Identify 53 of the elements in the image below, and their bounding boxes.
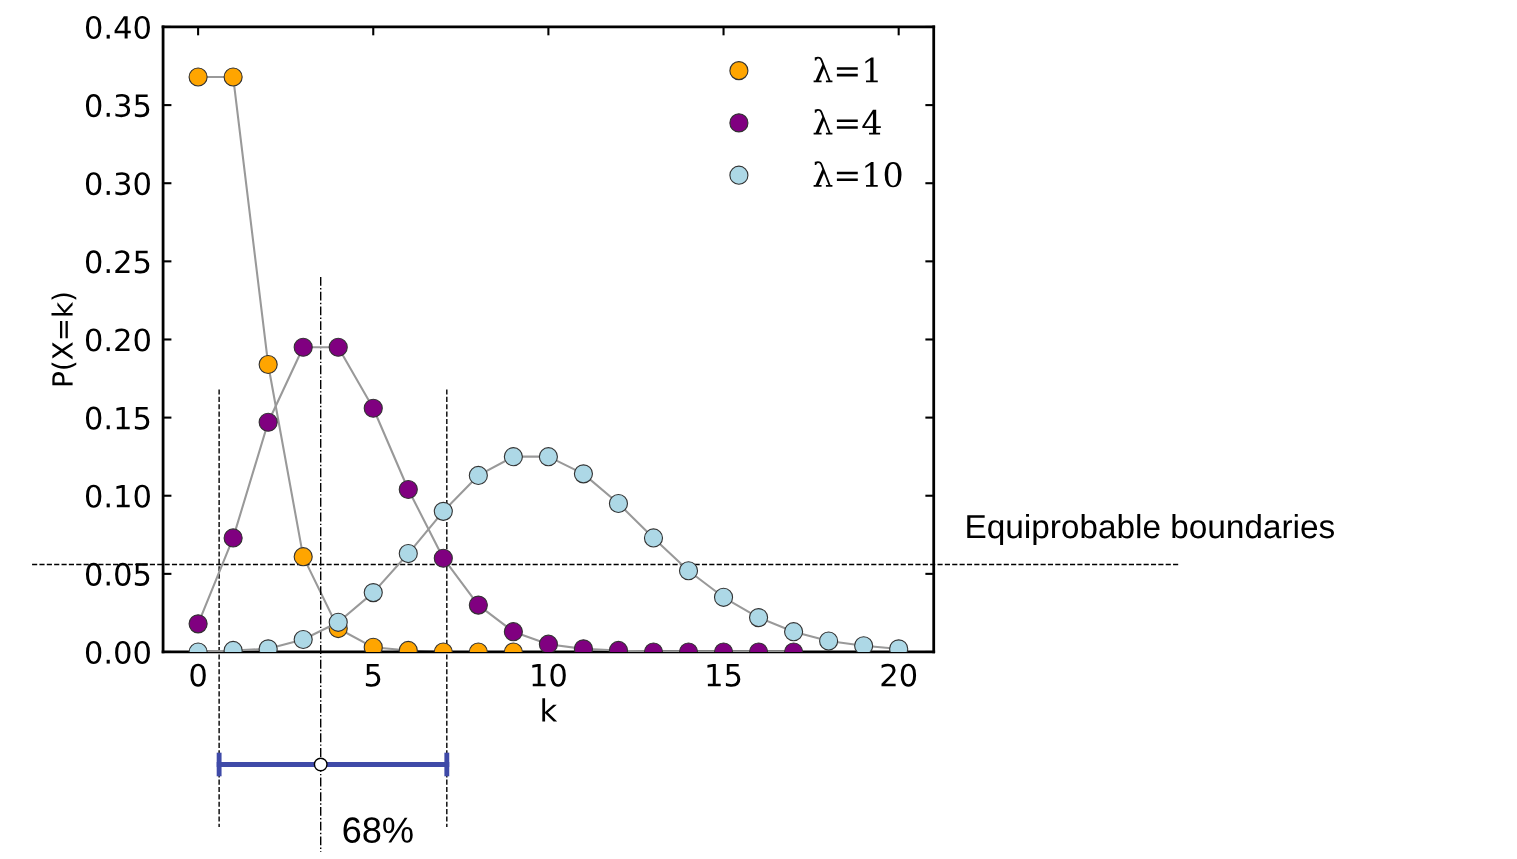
point: [643, 528, 664, 548]
point: [678, 561, 699, 581]
point: [398, 543, 418, 564]
point: [468, 465, 488, 485]
point: [188, 67, 208, 87]
x-tick-label: 5: [365, 664, 381, 687]
point: [328, 612, 348, 632]
point: [468, 595, 488, 615]
point: [363, 398, 383, 418]
point: [293, 629, 313, 650]
x-tick-label: 20: [881, 663, 917, 687]
y-tick-label: 0.00: [85, 640, 150, 665]
y-tick-label: 0.40: [85, 15, 150, 40]
y-tick-label: 0.35: [85, 94, 150, 118]
point: [433, 501, 453, 521]
ref-line-label: Equiprobable boundaries: [967, 513, 1334, 546]
point: [398, 479, 418, 500]
point: [538, 447, 558, 467]
point: [608, 493, 629, 514]
x-tick-label: 0: [190, 663, 206, 687]
point: [503, 622, 523, 642]
legend-label: λ=1: [813, 56, 878, 83]
y-axis-title: P(X=k): [51, 293, 77, 386]
y-tick-label: 0.15: [85, 406, 150, 430]
point: [223, 67, 243, 87]
x-tick-label: 10: [532, 663, 566, 687]
y-tick-label: 0.05: [85, 562, 150, 586]
point: [258, 354, 278, 375]
point: [363, 583, 383, 603]
point: [258, 412, 278, 432]
y-tick-label: 0.20: [85, 328, 150, 352]
point: [819, 631, 839, 651]
legend-label: λ=10: [813, 161, 902, 188]
point: [188, 614, 208, 634]
point: [503, 447, 523, 467]
legend-label: λ=4: [813, 109, 881, 135]
x-axis-title: k: [542, 698, 558, 722]
point: [573, 464, 594, 484]
point: [854, 636, 874, 652]
point: [433, 548, 453, 568]
point: [293, 337, 313, 357]
point: [784, 622, 804, 642]
y-tick-label: 0.25: [85, 250, 150, 274]
point: [748, 608, 769, 628]
point: [293, 547, 313, 567]
y-tick-label: 0.10: [85, 484, 150, 508]
point: [538, 634, 558, 652]
x-tick-label: 15: [707, 664, 741, 687]
point: [328, 337, 348, 357]
point: [223, 528, 243, 548]
text: 68%: [343, 817, 413, 843]
y-tick-label: 0.30: [85, 172, 150, 196]
point: [713, 587, 734, 607]
